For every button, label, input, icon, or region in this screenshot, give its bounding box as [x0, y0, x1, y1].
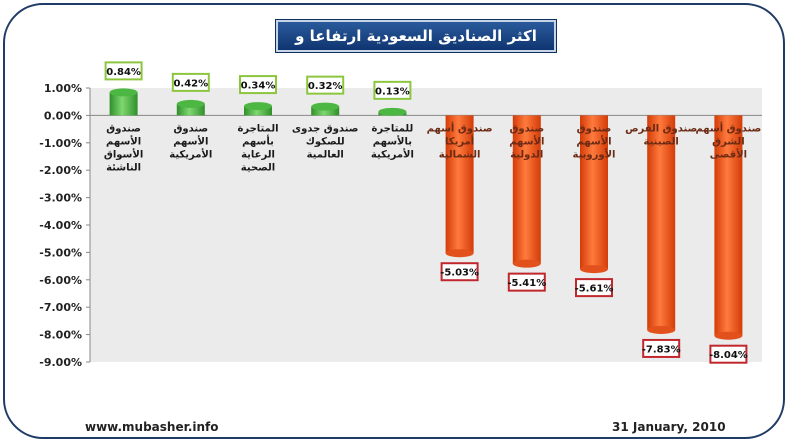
source-text: www.mubasher.info: [85, 420, 219, 434]
bar: [109, 92, 138, 116]
data-label-box: [709, 344, 748, 364]
bar-cap: [244, 102, 272, 111]
y-tick-label: -4.00%: [39, 219, 82, 232]
bar-cap: [512, 259, 541, 268]
bar-cap: [445, 249, 474, 258]
bar: [445, 115, 474, 254]
data-label: -7.83%: [642, 344, 681, 355]
data-label: -8.04%: [709, 350, 748, 361]
bar: [176, 103, 205, 116]
chart-title: اكثر الصناديق السعودية ارتفاعا و تراجعا: [276, 20, 556, 73]
x-category-label: صندوق أسهم أمريكا الشمالية: [427, 121, 493, 160]
y-tick-label: -3.00%: [39, 192, 82, 205]
bar: [512, 115, 541, 264]
y-tick-label: -5.00%: [39, 246, 82, 259]
bar-cap: [378, 107, 407, 116]
data-label: 0.84%: [106, 67, 141, 78]
bar-cap: [580, 265, 608, 274]
x-category-label: صندوق أسهم الشرق الأقصى: [695, 121, 761, 160]
bar-cap: [647, 325, 676, 334]
y-tick-label: 0.00%: [44, 109, 82, 122]
y-tick-label: -9.00%: [39, 356, 82, 369]
y-tick-label: -6.00%: [39, 274, 82, 287]
data-label-box: [642, 338, 681, 358]
data-label-box: [306, 75, 345, 95]
data-label: -5.61%: [575, 284, 614, 295]
x-category-label: صندوق الأسهم الدولية: [509, 123, 544, 160]
x-category-label: صندوق الأسهم الأمريكية: [169, 123, 212, 160]
bar: [647, 115, 676, 330]
data-label: -5.41%: [507, 278, 546, 289]
bar-cap: [176, 99, 205, 108]
date-text: 31 January, 2010: [612, 420, 726, 434]
data-label: 0.42%: [173, 78, 208, 89]
bar-cap: [311, 102, 340, 111]
data-label-box: [373, 80, 412, 100]
x-category-label: المتاجرة بأسهم الرعاية الصحية: [237, 123, 278, 173]
x-category-label: صندوق الأسهم الأسواق الناشئة: [104, 123, 143, 173]
bar: [580, 115, 608, 270]
bar-cap: [714, 331, 743, 340]
data-label-box: [440, 262, 479, 282]
y-tick-label: -1.00%: [39, 137, 82, 150]
data-label-box: [575, 278, 613, 298]
data-label-box: [239, 75, 277, 95]
bar: [714, 115, 743, 336]
data-label: 0.13%: [375, 86, 410, 97]
bar: [311, 106, 340, 116]
y-tick-label: -8.00%: [39, 329, 82, 342]
data-label-box: [507, 272, 546, 292]
x-category-label: صندوق جدوى للصكوك العالمية: [292, 123, 359, 160]
data-label-box: [104, 61, 143, 81]
bar: [244, 106, 272, 116]
data-label: 0.34%: [241, 81, 276, 92]
y-tick-label: 1.00%: [44, 82, 82, 95]
y-tick-label: -2.00%: [39, 164, 82, 177]
x-category-label: صندوق الأسهم الأوروبية: [573, 123, 616, 160]
x-category-label: للمتاجرة بالأسهم الأمريكية: [371, 123, 414, 160]
data-label: -5.03%: [440, 268, 479, 279]
bar-cap: [109, 88, 138, 97]
y-tick-label: -7.00%: [39, 301, 82, 314]
data-label-box: [171, 72, 210, 92]
x-category-label: صندوق الفرص الصينية: [625, 123, 697, 147]
data-label: 0.32%: [308, 81, 343, 92]
